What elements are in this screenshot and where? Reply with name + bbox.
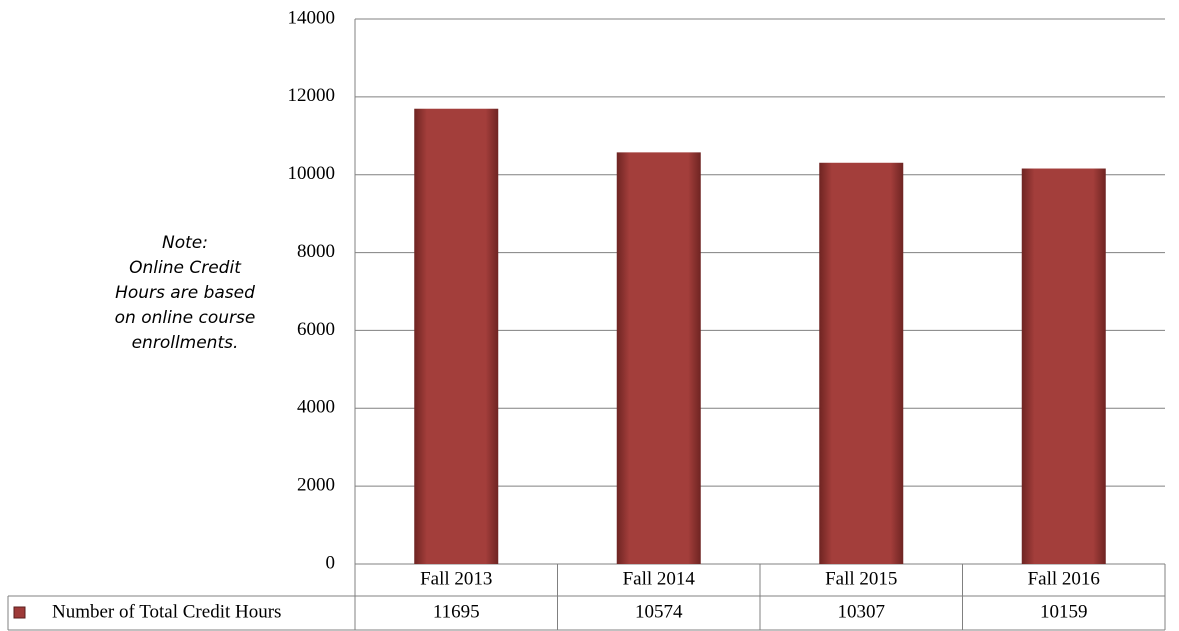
note-line: Hours are based (115, 283, 255, 303)
table-value: 11695 (433, 601, 480, 622)
y-tick-label: 2000 (297, 475, 335, 496)
note-line: on online course (115, 308, 256, 328)
y-tick-label: 4000 (297, 397, 335, 418)
y-tick-label: 8000 (297, 241, 335, 262)
x-tick-label: Fall 2013 (420, 568, 492, 589)
y-tick-label: 0 (326, 552, 336, 573)
bar (1021, 168, 1106, 564)
note-line: enrollments. (132, 333, 239, 353)
bar (819, 162, 904, 564)
y-tick-label: 6000 (297, 319, 335, 340)
legend-swatch (13, 606, 26, 619)
y-tick-label: 14000 (288, 7, 336, 28)
note-line: Online Credit (129, 258, 242, 278)
legend-label: Number of Total Credit Hours (52, 601, 281, 622)
bar (616, 152, 701, 564)
x-tick-label: Fall 2016 (1028, 568, 1100, 589)
y-tick-label: 12000 (288, 85, 336, 106)
table-value: 10574 (635, 601, 683, 622)
table-value: 10307 (838, 601, 886, 622)
note-line: Note: (162, 233, 208, 253)
y-tick-label: 10000 (288, 163, 336, 184)
x-tick-label: Fall 2015 (825, 568, 897, 589)
table-value: 10159 (1040, 601, 1088, 622)
bar (414, 108, 499, 565)
x-tick-label: Fall 2014 (623, 568, 696, 589)
